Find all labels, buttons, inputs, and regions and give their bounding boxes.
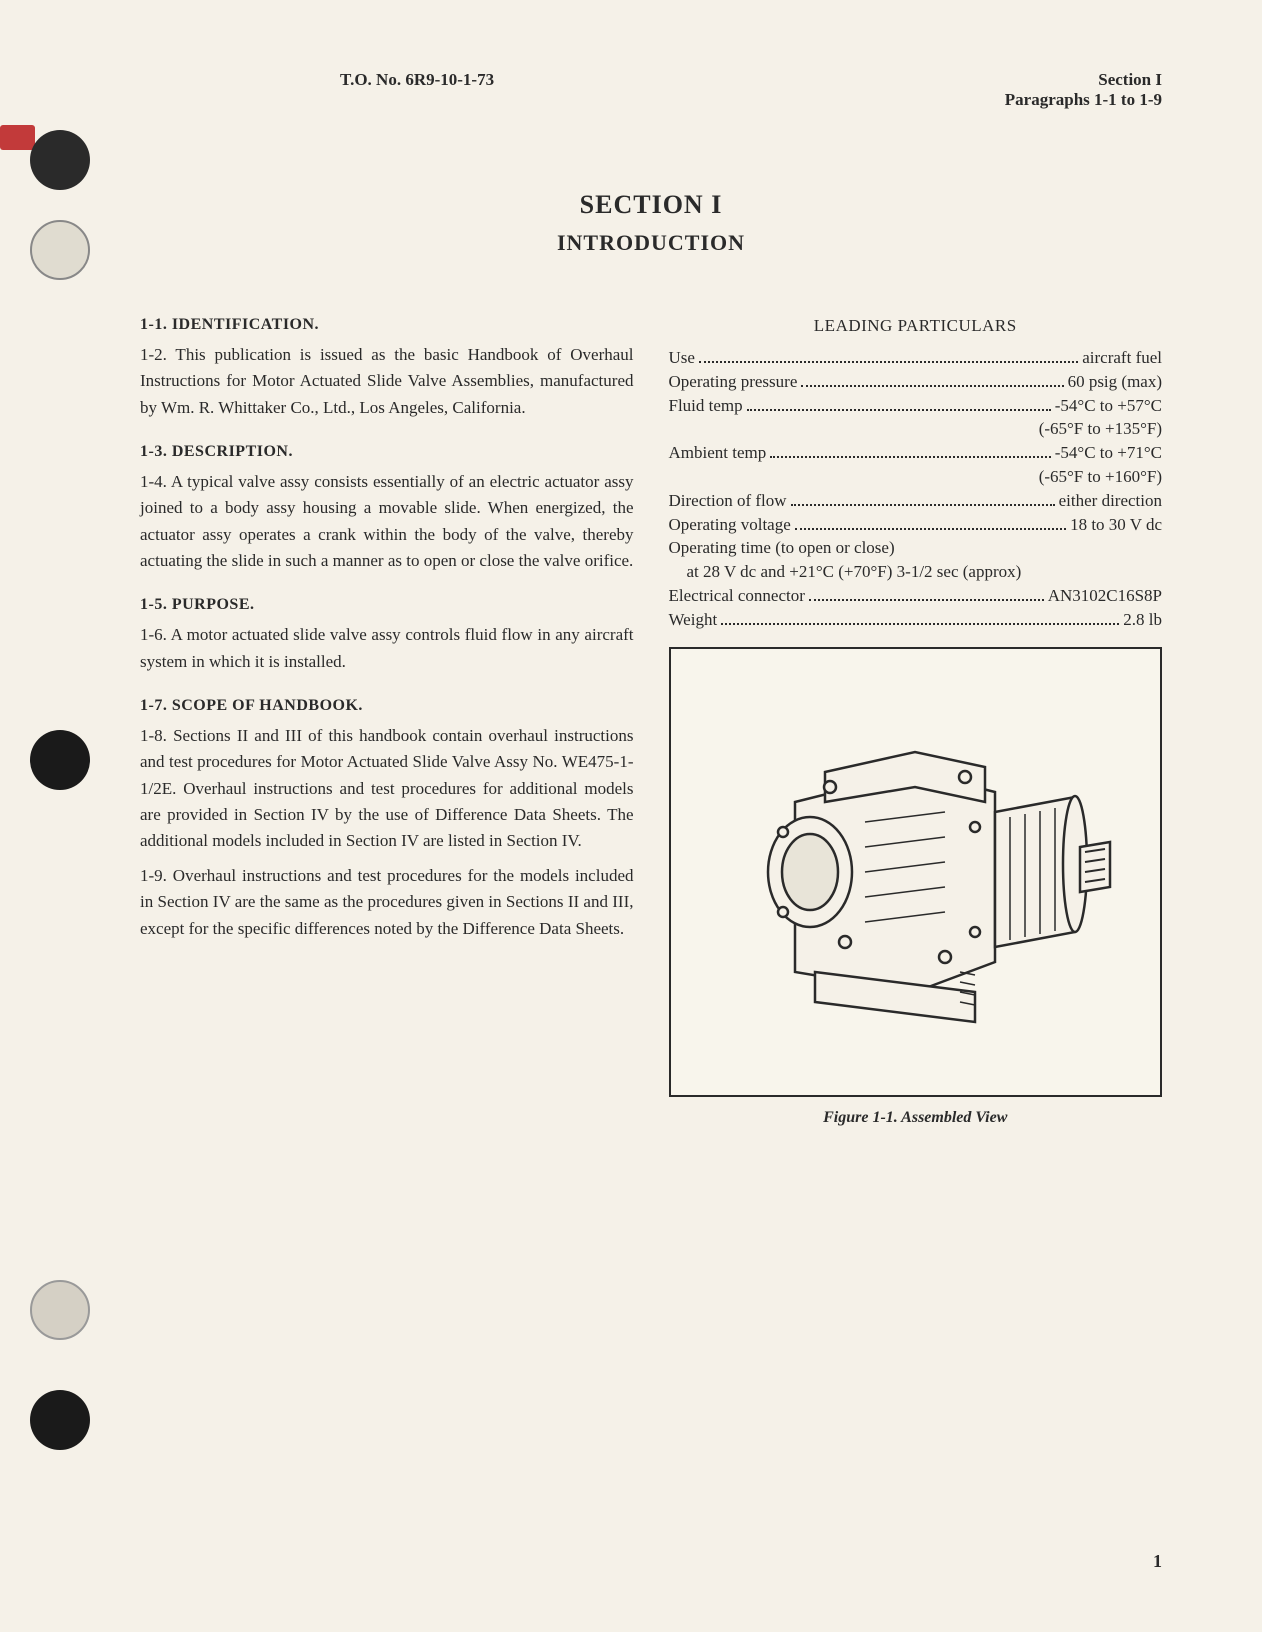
particulars-weight: Weight 2.8 lb (669, 608, 1163, 632)
particulars-fluid-temp: Fluid temp -54°C to +57°C (669, 394, 1163, 418)
particulars-voltage: Operating voltage 18 to 30 V dc (669, 513, 1163, 537)
leader-dots (795, 528, 1066, 530)
particulars-label: Operating pressure (669, 370, 798, 394)
red-tab-mark (0, 125, 35, 150)
header-right: Section I Paragraphs 1-1 to 1-9 (1005, 70, 1162, 110)
page-header: T.O. No. 6R9-10-1-73 Section I Paragraph… (140, 70, 1162, 110)
scope-text2: 1-9. Overhaul instructions and test proc… (140, 863, 634, 942)
leader-dots (699, 361, 1078, 363)
right-column: LEADING PARTICULARS Use aircraft fuel Op… (669, 316, 1163, 1127)
identification-text: 1-2. This publication is issued as the b… (140, 342, 634, 421)
particulars-connector: Electrical connector AN3102C16S8P (669, 584, 1163, 608)
identification-heading: 1-1. IDENTIFICATION. (140, 316, 634, 334)
particulars-use: Use aircraft fuel (669, 346, 1163, 370)
leader-dots (801, 385, 1063, 387)
section-title-line2: INTRODUCTION (140, 230, 1162, 256)
particulars-value: 2.8 lb (1123, 608, 1162, 632)
section-title-line1: SECTION I (140, 190, 1162, 220)
description-text: 1-4. A typical valve assy consists essen… (140, 469, 634, 574)
particulars-value: aircraft fuel (1082, 346, 1162, 370)
particulars-label: Direction of flow (669, 489, 787, 513)
punch-hole (30, 1390, 90, 1450)
particulars-value: -54°C to +71°C (1055, 441, 1162, 465)
punch-hole (30, 1280, 90, 1340)
leader-dots (770, 456, 1051, 458)
particulars-value: -54°C to +57°C (1055, 394, 1162, 418)
particulars-operating-time-label: Operating time (to open or close) (669, 536, 1163, 560)
punch-hole (30, 730, 90, 790)
to-number: T.O. No. 6R9-10-1-73 (340, 70, 494, 110)
particulars-value: 18 to 30 V dc (1070, 513, 1162, 537)
section-title: SECTION I INTRODUCTION (140, 190, 1162, 256)
particulars-value: 60 psig (max) (1068, 370, 1162, 394)
valve-assembly-icon (715, 682, 1115, 1062)
particulars-pressure: Operating pressure 60 psig (max) (669, 370, 1163, 394)
leader-dots (747, 409, 1051, 411)
content-columns: 1-1. IDENTIFICATION. 1-2. This publicati… (140, 316, 1162, 1127)
page-number: 1 (1153, 1551, 1162, 1572)
particulars-direction: Direction of flow either direction (669, 489, 1163, 513)
figure-1-1-box (669, 647, 1163, 1097)
purpose-text: 1-6. A motor actuated slide valve assy c… (140, 622, 634, 675)
particulars-operating-time-value: at 28 V dc and +21°C (+70°F) 3-1/2 sec (… (669, 560, 1163, 584)
particulars-title: LEADING PARTICULARS (669, 316, 1163, 336)
purpose-heading: 1-5. PURPOSE. (140, 596, 634, 614)
particulars-label: Use (669, 346, 695, 370)
description-heading: 1-3. DESCRIPTION. (140, 443, 634, 461)
scope-heading: 1-7. SCOPE OF HANDBOOK. (140, 697, 634, 715)
leader-dots (809, 599, 1044, 601)
particulars-fluid-temp-f: (-65°F to +135°F) (669, 417, 1163, 441)
particulars-label: Fluid temp (669, 394, 743, 418)
paragraphs-label: Paragraphs 1-1 to 1-9 (1005, 90, 1162, 110)
particulars-label: Ambient temp (669, 441, 767, 465)
leader-dots (791, 504, 1055, 506)
punch-hole (30, 220, 90, 280)
section-label: Section I (1005, 70, 1162, 90)
particulars-value: either direction (1059, 489, 1162, 513)
punch-hole (30, 130, 90, 190)
particulars-ambient-temp: Ambient temp -54°C to +71°C (669, 441, 1163, 465)
leader-dots (721, 623, 1119, 625)
particulars-ambient-temp-f: (-65°F to +160°F) (669, 465, 1163, 489)
particulars-value: AN3102C16S8P (1048, 584, 1162, 608)
scope-text1: 1-8. Sections II and III of this handboo… (140, 723, 634, 855)
particulars-label: Operating voltage (669, 513, 791, 537)
figure-caption: Figure 1-1. Assembled View (669, 1109, 1163, 1127)
punch-holes (0, 0, 100, 1632)
left-column: 1-1. IDENTIFICATION. 1-2. This publicati… (140, 316, 634, 1127)
particulars-label: Electrical connector (669, 584, 805, 608)
particulars-label: Weight (669, 608, 718, 632)
